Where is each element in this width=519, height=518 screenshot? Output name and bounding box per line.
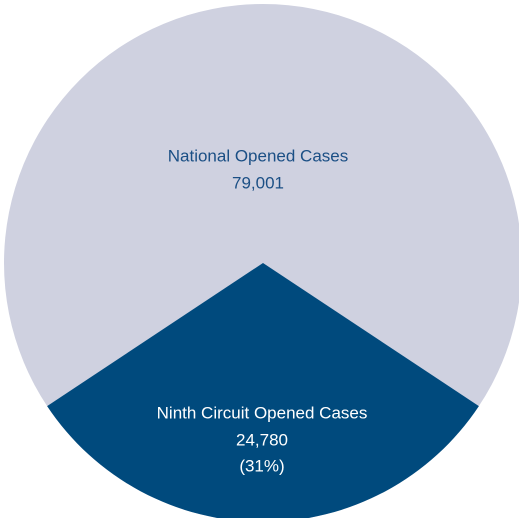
slice-share-label: (31%) — [239, 456, 284, 475]
slice-value-label: 79,001 — [232, 173, 284, 192]
slice-label: Ninth Circuit Opened Cases — [157, 403, 368, 422]
slice-value-label: 24,780 — [236, 430, 288, 449]
slice-label: National Opened Cases — [168, 146, 349, 165]
pie — [4, 4, 519, 518]
pie-slice — [47, 263, 479, 518]
